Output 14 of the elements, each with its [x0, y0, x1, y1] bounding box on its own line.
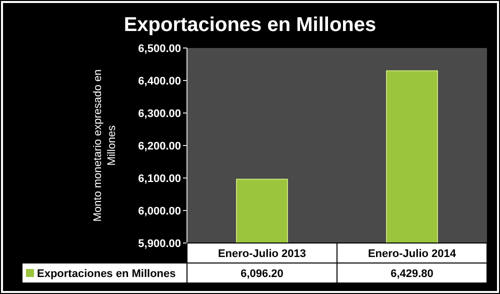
y-tick-label: 6,200.00 [138, 140, 181, 152]
x-tick-label: Enero-Julio 2013 [218, 248, 306, 260]
y-tick-label: 6,100.00 [138, 173, 181, 185]
chart-title: Exportaciones en Millones [124, 14, 376, 36]
text: 6,096.20 [240, 268, 284, 280]
legend-label: Exportaciones en Millones [37, 268, 176, 280]
x-tick-label: Enero-Julio 2014 [368, 248, 457, 260]
y-tick-label: 6,300.00 [138, 108, 181, 120]
y-tick-label: 6,000.00 [138, 206, 181, 218]
y-tick-label: 6,500.00 [138, 43, 181, 55]
y-axis-title: Monto monetario expresado en Millones [92, 69, 118, 222]
text: 6,429.80 [390, 268, 434, 280]
y-tick-label: 5,900.00 [138, 238, 181, 250]
y-tick-label: 6,400.00 [138, 76, 181, 88]
